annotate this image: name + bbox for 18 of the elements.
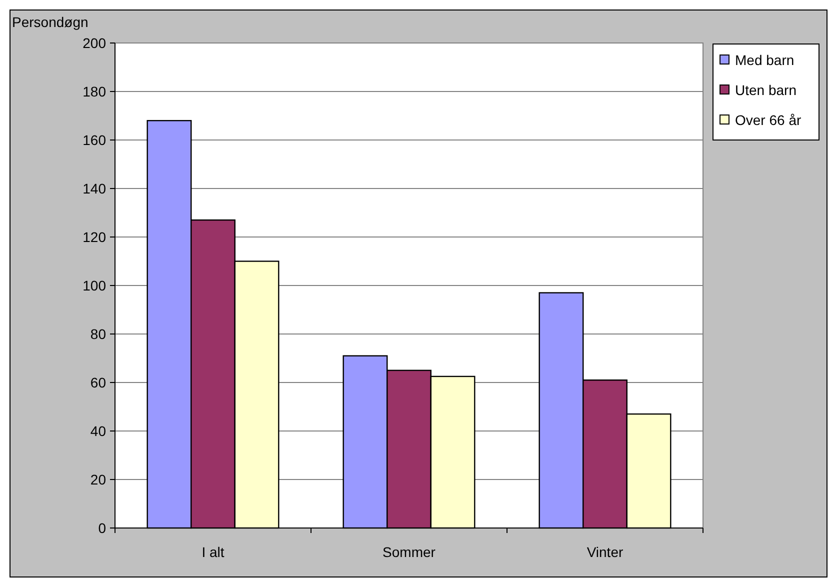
legend-label: Over 66 år xyxy=(735,112,802,128)
y-tick-label: 80 xyxy=(90,326,106,342)
y-tick-label: 200 xyxy=(82,34,106,51)
y-tick-label: 140 xyxy=(82,180,106,196)
legend-label: Med barn xyxy=(735,52,794,68)
y-tick-label: 180 xyxy=(82,83,106,100)
x-tick-label: Sommer xyxy=(382,544,436,560)
y-tick-label: 0 xyxy=(98,520,106,536)
x-tick-label: I alt xyxy=(202,544,224,560)
y-tick-label: 40 xyxy=(90,422,106,439)
y-tick-label: 60 xyxy=(90,374,106,390)
y-tick-label: 160 xyxy=(82,132,106,148)
x-tick-label: Vinter xyxy=(586,544,624,560)
legend-label: Uten barn xyxy=(735,82,796,98)
y-tick-label: 120 xyxy=(82,228,106,245)
y-tick-label: 20 xyxy=(90,471,106,488)
y-axis-title: Persondøgn xyxy=(12,14,88,30)
y-tick-label: 100 xyxy=(82,277,106,294)
